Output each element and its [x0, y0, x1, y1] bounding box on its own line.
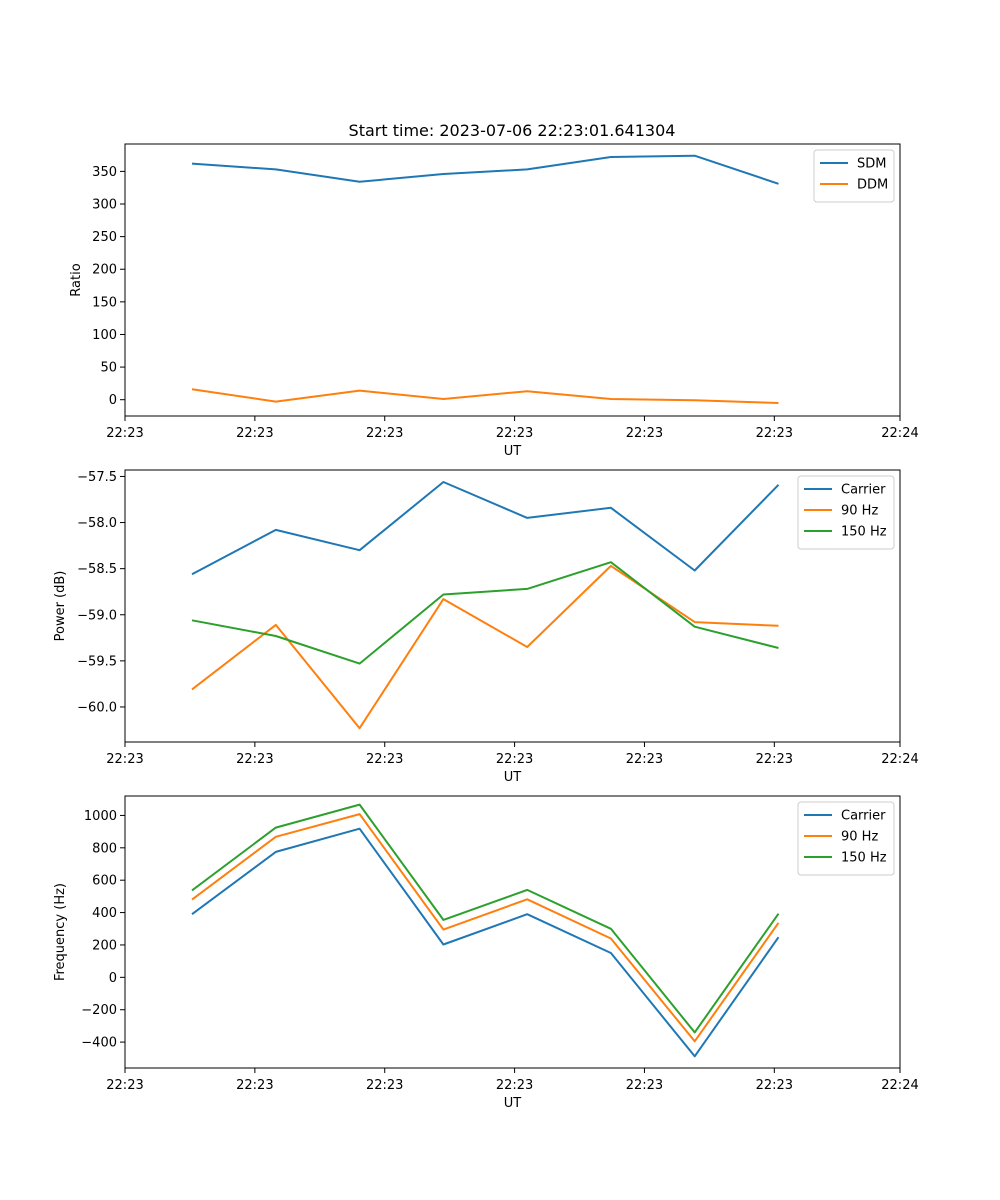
x-tick-label: 22:23: [236, 426, 273, 441]
legend-label: Carrier: [841, 483, 886, 498]
x-tick-label: 22:24: [881, 1078, 918, 1093]
x-tick-label: 22:23: [236, 752, 273, 767]
y-tick-label: 600: [92, 874, 117, 889]
x-tick-label: 22:23: [106, 752, 143, 767]
y-axis-label: Power (dB): [53, 571, 68, 642]
x-tick-label: 22:23: [626, 752, 663, 767]
x-tick-label: 22:23: [496, 426, 533, 441]
y-tick-label: 0: [109, 971, 117, 986]
x-tick-label: 22:23: [756, 1078, 793, 1093]
panel-3: −400 −200 0 200 400 600 800 1000 22:23 22:23 22:23…: [53, 795, 919, 1111]
panel-1: 0 50 100 150 200 250 300 350 22:23 22:23 22:23 22:2…: [69, 143, 919, 459]
x-tick-label: 22:23: [626, 1078, 663, 1093]
x-tick-label: 22:23: [496, 752, 533, 767]
series-line-90-hz: [191, 813, 780, 1043]
y-tick-label: 350: [92, 165, 117, 180]
x-tick-label: 22:23: [626, 426, 663, 441]
y-tick-label: 250: [92, 230, 117, 245]
legend: Carrier 90 Hz 150 Hz: [797, 801, 895, 876]
x-axis-label: UT: [504, 1096, 522, 1111]
y-tick-label: −59.0: [77, 608, 117, 623]
y-tick-label: 0: [109, 393, 117, 408]
series-line-ddm: [191, 388, 779, 404]
legend-label: 90 Hz: [841, 830, 878, 845]
x-tick-label: 22:23: [496, 1078, 533, 1093]
y-tick-label: 200: [92, 938, 117, 953]
y-tick-label: 150: [92, 295, 117, 310]
x-axis-label: UT: [504, 770, 522, 785]
y-tick-label: −58.0: [77, 516, 117, 531]
y-tick-label: 50: [100, 361, 117, 376]
legend-label: SDM: [857, 157, 886, 172]
y-tick-label: 200: [92, 263, 117, 278]
series-line-90-hz: [191, 564, 779, 730]
y-tick-label: −60.0: [77, 700, 117, 715]
x-tick-label: 22:23: [366, 426, 403, 441]
x-tick-label: 22:23: [366, 752, 403, 767]
y-tick-label: −59.5: [77, 654, 117, 669]
legend-label: Carrier: [841, 809, 886, 824]
y-tick-label: −200: [81, 1003, 117, 1018]
axes-frame: [124, 143, 901, 417]
x-tick-label: 22:23: [756, 752, 793, 767]
legend-label: 150 Hz: [841, 525, 887, 540]
legend-label: 150 Hz: [841, 851, 887, 866]
series-line-sdm: [191, 154, 779, 185]
series-line-carrier: [191, 827, 780, 1058]
x-tick-label: 22:23: [756, 426, 793, 441]
y-tick-label: 100: [92, 328, 117, 343]
y-axis-label: Ratio: [69, 263, 84, 296]
x-tick-label: 22:24: [881, 426, 918, 441]
panels: 0 50 100 150 200 250 300 350 22:23 22:23 22:23 22:2…: [53, 143, 919, 1111]
x-tick-label: 22:23: [106, 426, 143, 441]
y-tick-label: 400: [92, 906, 117, 921]
axes-frame: [124, 795, 901, 1069]
y-tick-label: −58.5: [77, 562, 117, 577]
legend-label: DDM: [857, 178, 888, 193]
x-tick-label: 22:23: [106, 1078, 143, 1093]
figure-title: Start time: 2023-07-06 22:23:01.641304: [349, 121, 676, 140]
legend-label: 90 Hz: [841, 504, 878, 519]
y-tick-label: 800: [92, 841, 117, 856]
series-line-150-hz: [191, 803, 780, 1034]
legend: Carrier 90 Hz 150 Hz: [797, 475, 895, 550]
y-axis-label: Frequency (Hz): [53, 883, 68, 981]
panel-2: −60.0 −59.5 −59.0 −58.5 −58.0 −57.5 22:23 22:23…: [53, 469, 919, 785]
series-line-150-hz: [191, 561, 779, 665]
y-tick-label: −57.5: [77, 470, 117, 485]
legend: SDM DDM: [813, 149, 895, 203]
x-tick-label: 22:24: [881, 752, 918, 767]
x-tick-label: 22:23: [366, 1078, 403, 1093]
axes-frame: [124, 469, 901, 743]
x-axis-label: UT: [504, 444, 522, 459]
x-tick-label: 22:23: [236, 1078, 273, 1093]
series-line-carrier: [191, 481, 780, 576]
y-tick-label: −400: [81, 1036, 117, 1051]
y-tick-label: 300: [92, 198, 117, 213]
y-tick-label: 1000: [84, 809, 117, 824]
